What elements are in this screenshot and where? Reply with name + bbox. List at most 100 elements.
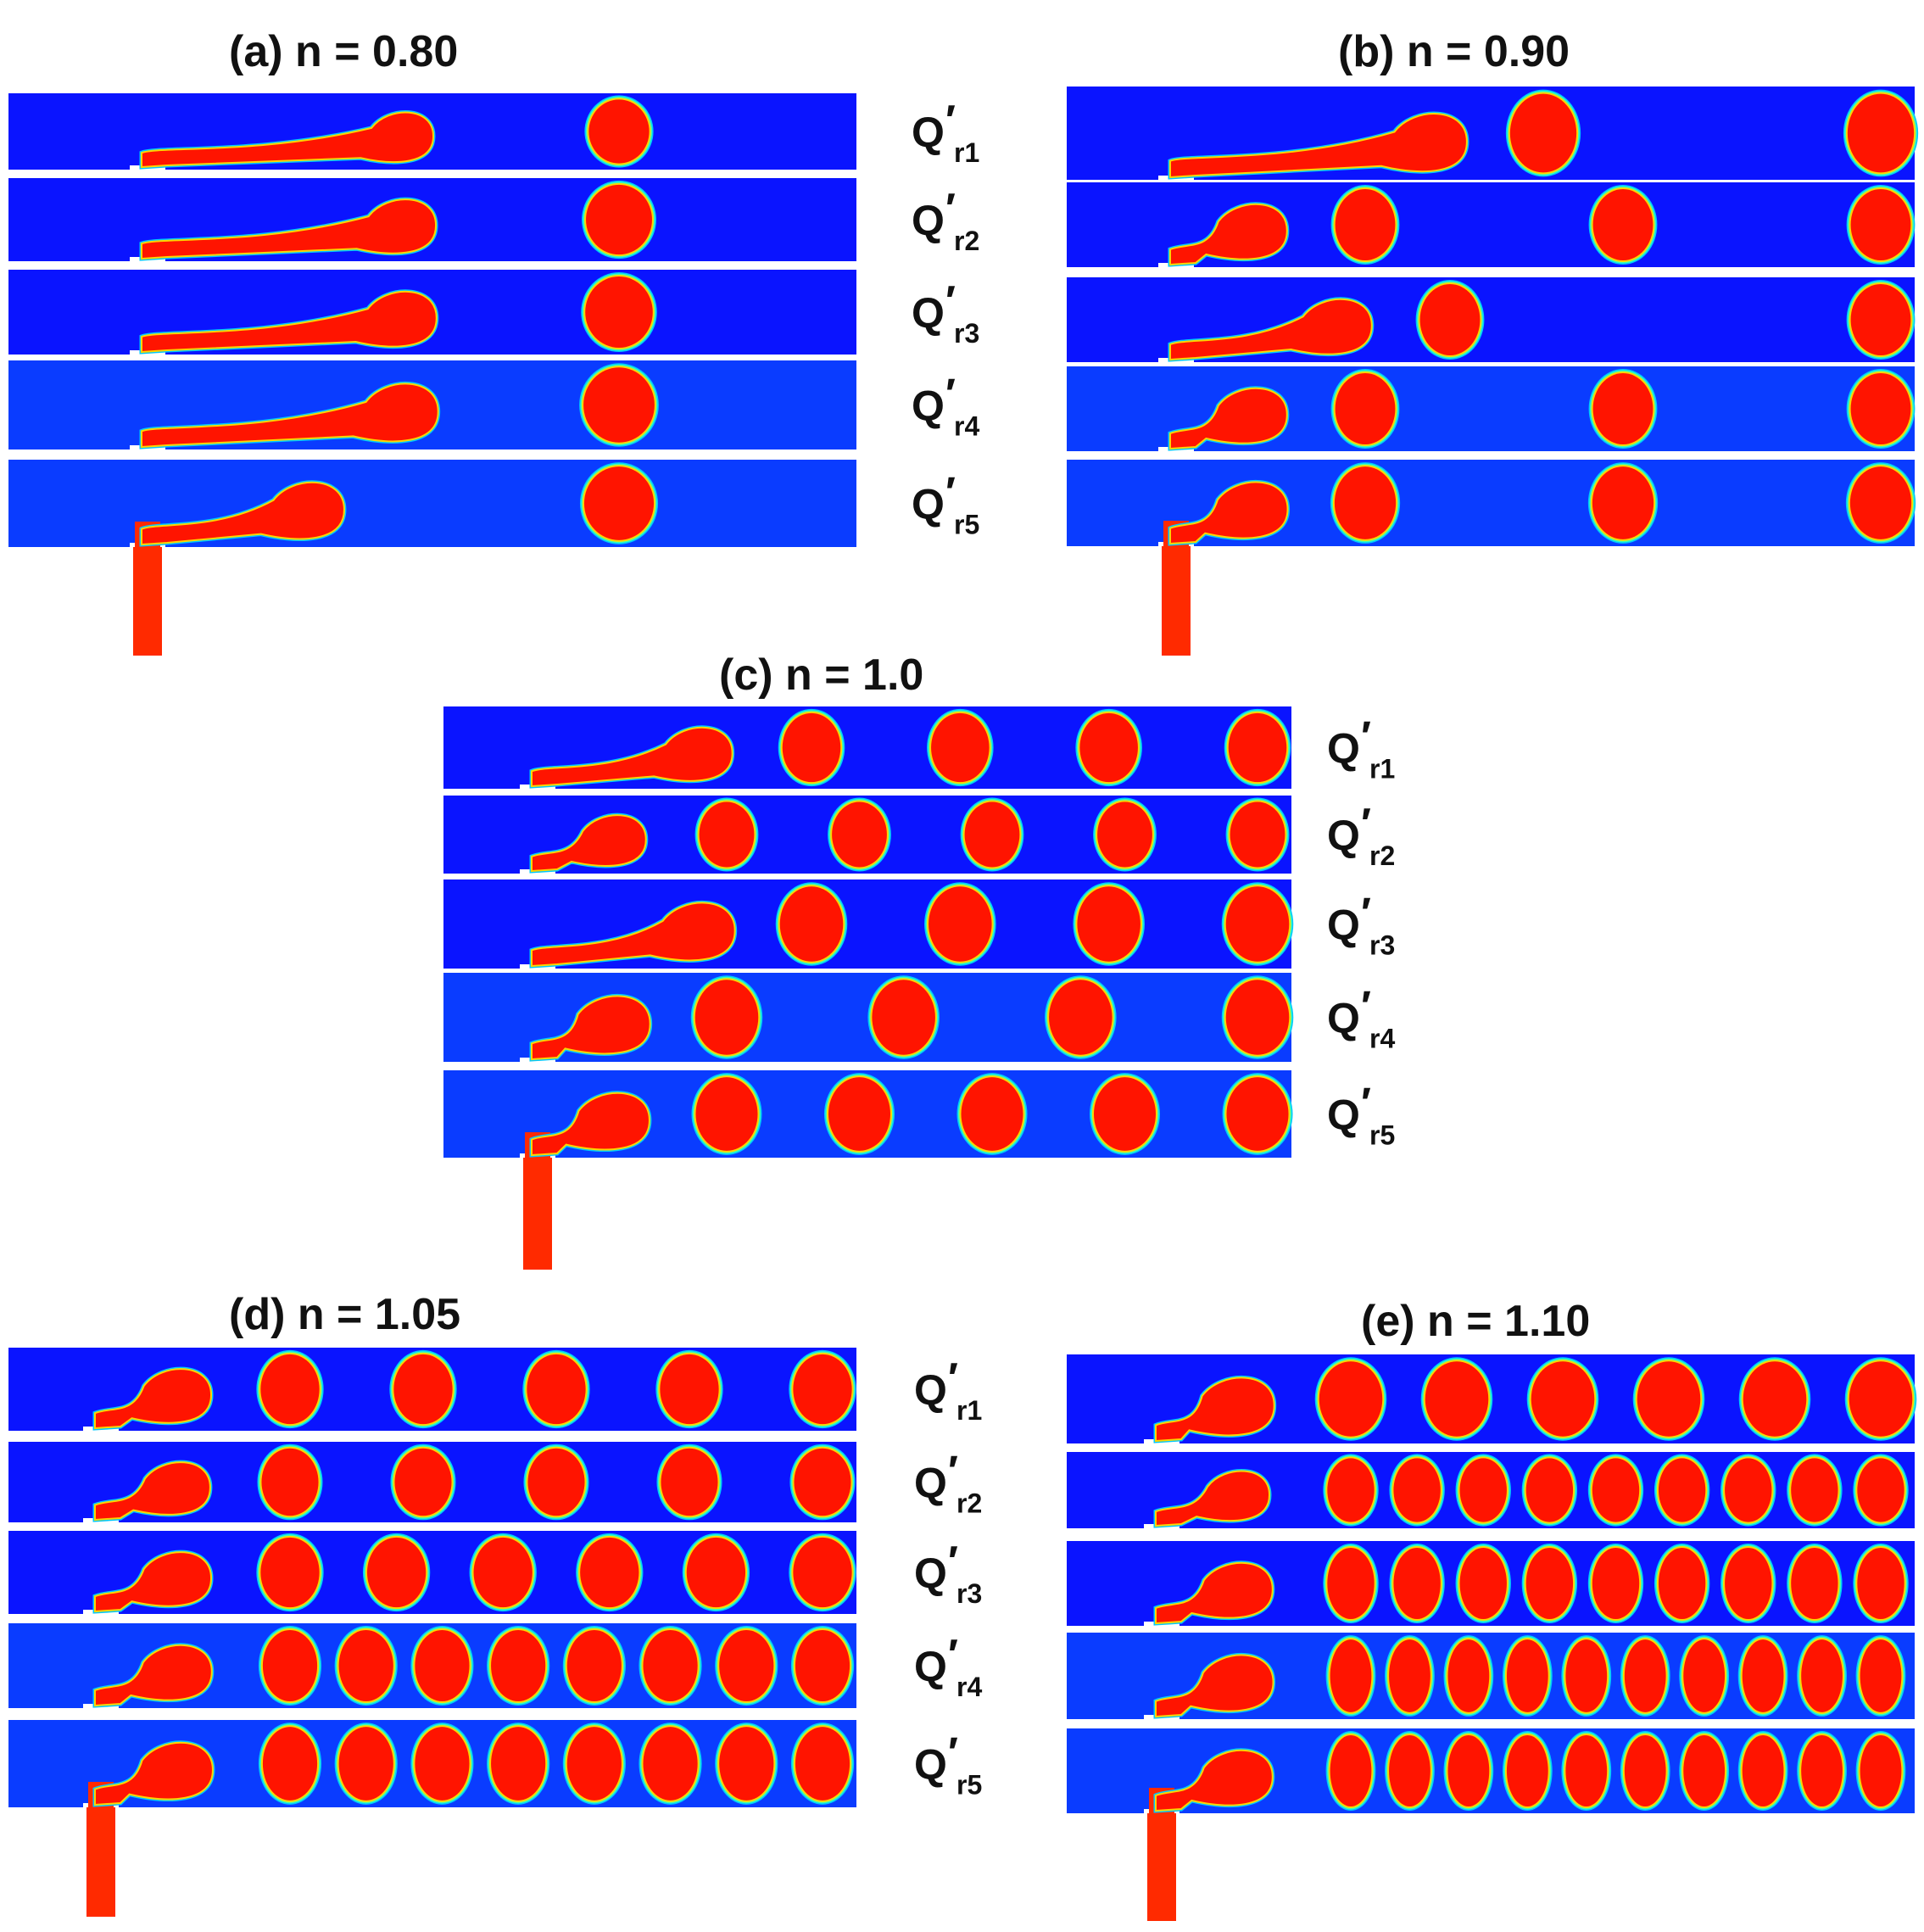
droplet — [588, 99, 650, 164]
panel-title: (b) n = 0.90 — [1338, 27, 1570, 76]
droplet — [1725, 1548, 1772, 1619]
neck-r3 — [1155, 1561, 1274, 1625]
droplet — [1637, 1361, 1701, 1437]
droplet — [1658, 1548, 1706, 1619]
neck-r2 — [1169, 203, 1288, 266]
neck-r4 — [141, 382, 439, 449]
droplet — [929, 886, 992, 962]
droplet — [828, 1077, 891, 1151]
droplet — [1725, 1458, 1772, 1522]
row-label-subscript: r3 — [956, 1578, 982, 1609]
neck-r3 — [531, 902, 736, 968]
panel-title: (e) n = 1.10 — [1361, 1297, 1590, 1346]
droplet — [832, 801, 887, 868]
row-label-r1: Q — [1327, 725, 1360, 773]
droplet — [1049, 980, 1113, 1055]
droplet — [643, 1630, 698, 1701]
droplet — [527, 1354, 586, 1425]
row-label-r1: Q — [912, 109, 945, 156]
row-label-subscript: r5 — [954, 510, 979, 540]
droplet — [527, 1448, 585, 1516]
droplet — [1393, 1548, 1441, 1619]
neck-r1 — [531, 726, 733, 788]
neck-r4 — [1155, 1654, 1274, 1718]
row-label-prime: ′ — [1361, 983, 1371, 1030]
droplet — [491, 1630, 546, 1701]
droplet — [1801, 1639, 1843, 1712]
droplet — [961, 1077, 1023, 1151]
neck-r2 — [1155, 1470, 1271, 1527]
inlet-channel — [133, 547, 162, 656]
neck-r2 — [94, 1461, 211, 1522]
neck-r2 — [141, 198, 438, 260]
droplet — [1525, 1548, 1574, 1619]
row-label-subscript: r5 — [956, 1770, 982, 1801]
droplet — [719, 1630, 774, 1701]
droplet — [366, 1537, 427, 1608]
droplet — [1419, 284, 1481, 355]
row-label-r3: Q — [1327, 902, 1360, 949]
droplet — [1850, 189, 1911, 260]
droplet — [585, 276, 653, 348]
droplet — [1525, 1458, 1574, 1522]
droplet — [660, 1354, 719, 1425]
droplet — [1801, 1735, 1843, 1806]
row-label-subscript: r4 — [954, 411, 979, 442]
row-label-r5: Q — [912, 481, 945, 528]
inlet-channel — [1162, 546, 1191, 656]
droplet — [782, 712, 841, 783]
neck-r2 — [531, 814, 647, 873]
row-label-subscript: r4 — [1369, 1024, 1395, 1054]
droplet — [1228, 712, 1287, 783]
row-label-prime: ′ — [1361, 800, 1371, 847]
row-label-prime: ′ — [948, 1631, 958, 1678]
droplet — [260, 1537, 320, 1608]
neck-r4 — [94, 1644, 213, 1707]
droplet — [393, 1354, 453, 1425]
panel-title: (c) n = 1.0 — [719, 651, 923, 700]
neck-r5 — [1169, 481, 1289, 545]
row-label-prime: ′ — [1361, 713, 1371, 761]
droplet — [1849, 466, 1912, 539]
droplet — [1565, 1735, 1608, 1806]
droplet — [1393, 1458, 1441, 1522]
droplet — [1330, 1639, 1372, 1712]
droplet — [1531, 1361, 1595, 1437]
row-label-prime: ′ — [945, 277, 956, 325]
droplet — [1327, 1458, 1375, 1522]
row-label-subscript: r4 — [956, 1672, 982, 1702]
neck-r3 — [141, 290, 438, 354]
neck-r5 — [141, 481, 345, 546]
neck-r1 — [1155, 1376, 1275, 1443]
droplet — [694, 980, 759, 1055]
droplet — [1742, 1639, 1784, 1712]
panel-title: (a) n = 0.80 — [229, 27, 458, 76]
row-label-r1: Q — [914, 1366, 947, 1414]
droplet — [1847, 93, 1915, 173]
droplet — [1330, 1735, 1372, 1806]
droplet — [583, 367, 655, 443]
droplet — [1658, 1458, 1706, 1522]
droplet — [1327, 1548, 1375, 1619]
row-label-prime: ′ — [945, 97, 956, 144]
row-label-subscript: r2 — [956, 1488, 982, 1519]
droplet — [1459, 1548, 1507, 1619]
droplet — [338, 1630, 393, 1701]
droplet — [262, 1630, 318, 1701]
droplet — [1592, 373, 1654, 444]
droplet — [491, 1727, 546, 1801]
droplet — [566, 1630, 622, 1701]
droplet — [583, 466, 655, 540]
row-label-prime: ′ — [948, 1538, 958, 1585]
droplet — [1319, 1361, 1383, 1437]
droplet — [643, 1727, 698, 1801]
row-label-prime: ′ — [945, 371, 956, 418]
droplet — [1857, 1548, 1904, 1619]
droplet — [260, 1354, 320, 1425]
droplet — [1850, 373, 1911, 444]
droplet — [1743, 1361, 1807, 1437]
row-label-subscript: r1 — [956, 1395, 982, 1426]
droplet — [1592, 466, 1654, 539]
droplet — [1624, 1639, 1666, 1712]
